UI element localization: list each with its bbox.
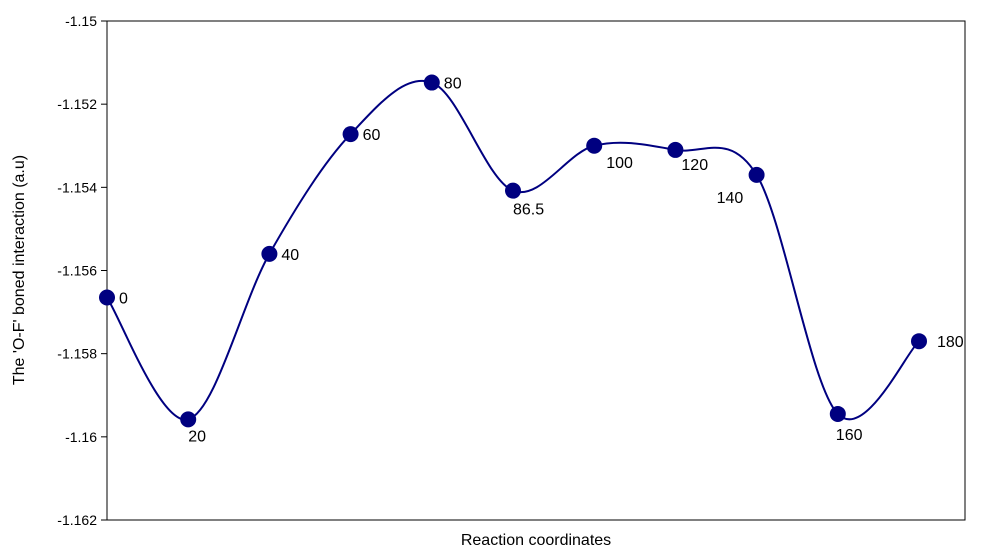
- data-point-label: 60: [363, 127, 381, 144]
- data-point: [505, 182, 521, 199]
- y-tick-label: -1.16: [65, 429, 97, 445]
- data-point: [342, 126, 359, 143]
- data-point: [911, 333, 927, 350]
- data-point-label: 140: [717, 190, 744, 207]
- plot-area: [106, 20, 966, 521]
- data-point-label: 40: [281, 247, 299, 264]
- data-point-label: 120: [681, 157, 708, 174]
- data-point: [423, 74, 440, 91]
- y-axis-title: The 'O-F' boned interaction (a.u): [11, 155, 28, 385]
- y-tick-label: -1.154: [57, 179, 97, 195]
- data-point: [586, 137, 603, 154]
- y-axis-ticks: -1.15 -1.152 -1.154 -1.156 -1.158 -1.16 -1.162: [57, 13, 107, 528]
- y-tick-label: -1.162: [57, 512, 97, 528]
- data-point-label: 180: [937, 334, 964, 351]
- data-point-label: 100: [606, 155, 633, 172]
- y-tick-label: -1.158: [57, 346, 97, 362]
- data-point-label: 80: [444, 76, 462, 93]
- data-point: [99, 289, 115, 306]
- y-tick-label: -1.156: [57, 263, 97, 279]
- data-labels: 0 20 40 60 80 86.5 100 120 140 160 180: [119, 76, 964, 446]
- data-point-label: 86.5: [513, 202, 544, 219]
- data-point: [261, 245, 278, 262]
- data-markers: [99, 74, 927, 428]
- y-tick-label: -1.152: [57, 96, 97, 112]
- data-point: [180, 411, 197, 428]
- data-point-label: 20: [188, 428, 206, 445]
- data-point: [829, 405, 846, 422]
- x-axis-title: Reaction coordinates: [461, 532, 611, 549]
- data-point: [667, 141, 684, 158]
- y-tick-label: -1.15: [65, 13, 97, 29]
- data-point: [748, 166, 765, 183]
- data-point-label: 160: [836, 427, 863, 444]
- data-point-label: 0: [119, 291, 128, 308]
